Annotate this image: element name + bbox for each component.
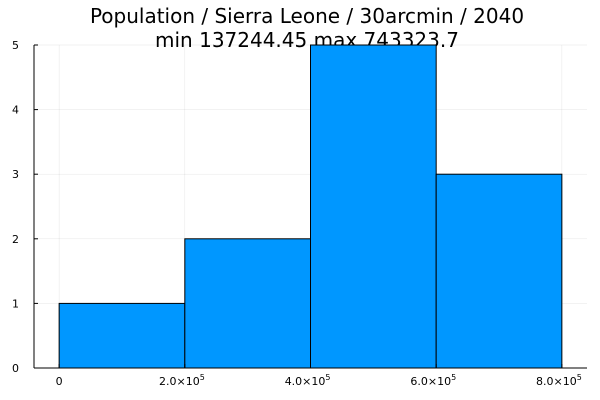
y-tick-label: 3 [12, 168, 19, 181]
bar-layer [58, 44, 563, 369]
x-tick-label: 6.0×105 [410, 373, 456, 388]
y-tick-label: 4 [12, 104, 19, 117]
x-tick-label: 0 [56, 375, 63, 388]
y-tick-label: 5 [12, 39, 19, 52]
chart-title: Population / Sierra Leone / 30arcmin / 2… [90, 4, 524, 28]
histogram-bar [58, 302, 186, 369]
x-tick-label: 4.0×105 [285, 373, 331, 388]
histogram-bar [435, 173, 563, 369]
y-tick-label: 0 [12, 362, 19, 375]
histogram-bar [184, 238, 311, 369]
y-tick-label: 1 [12, 297, 19, 310]
tick-layer: 0 1 2 3 4 5 0 2.0×105 4.0×105 6.0×105 8.0×105 [12, 39, 582, 388]
x-tick-label: 8.0×105 [536, 373, 582, 388]
x-tick-label: 2.0×105 [159, 373, 205, 388]
y-tick-label: 2 [12, 233, 19, 246]
histogram-bar [310, 44, 437, 369]
